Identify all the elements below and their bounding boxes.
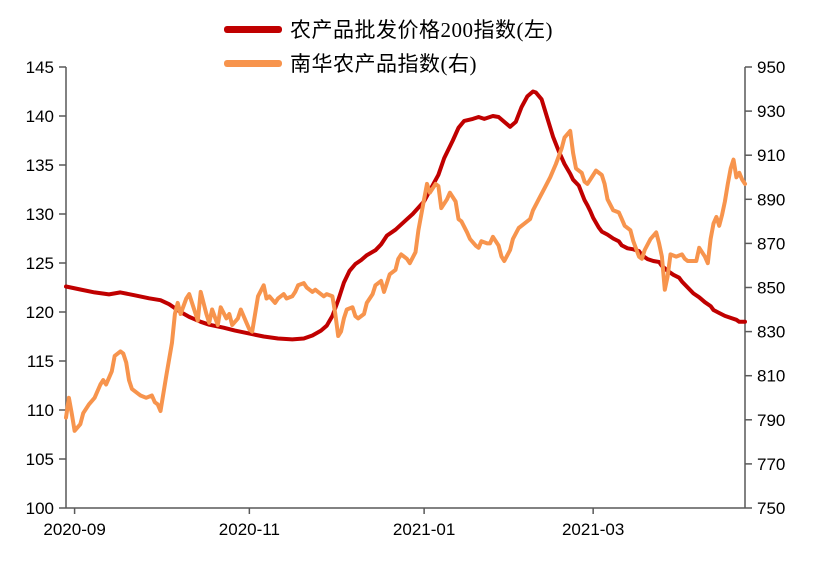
legend-line-swatch <box>224 59 282 67</box>
y-right-tick-label: 810 <box>757 367 785 386</box>
x-tick-label: 2020-09 <box>43 520 105 539</box>
legend-line-swatch <box>224 25 282 33</box>
y-right-tick-label: 930 <box>757 102 785 121</box>
y-left-tick-label: 120 <box>26 303 54 322</box>
y-right-tick-label: 950 <box>757 58 785 77</box>
x-tick-label: 2020-11 <box>219 520 280 539</box>
y-right-tick-label: 790 <box>757 411 785 430</box>
legend: 农产品批发价格200指数(左) 南华农产品指数(右) <box>224 12 553 80</box>
legend-item: 南华农产品指数(右) <box>224 46 553 80</box>
y-right-tick-label: 890 <box>757 190 785 209</box>
y-left-tick-label: 100 <box>26 499 54 518</box>
y-left-tick-label: 145 <box>26 58 54 77</box>
legend-label: 农产品批发价格200指数(左) <box>290 18 553 42</box>
legend-label: 南华农产品指数(右) <box>290 52 477 76</box>
y-left-tick-label: 125 <box>26 254 54 273</box>
y-left-tick-label: 105 <box>26 450 54 469</box>
y-right-tick-label: 830 <box>757 323 785 342</box>
y-left-tick-label: 135 <box>26 156 54 175</box>
y-left-tick-label: 130 <box>26 205 54 224</box>
y-right-tick-label: 910 <box>757 146 785 165</box>
x-tick-label: 2021-03 <box>562 520 624 539</box>
y-right-tick-label: 870 <box>757 234 785 253</box>
y-left-tick-label: 140 <box>26 107 54 126</box>
series-line-left <box>64 89 747 342</box>
series-line-right <box>64 128 747 433</box>
y-right-tick-label: 850 <box>757 279 785 298</box>
y-left-tick-label: 110 <box>27 401 54 420</box>
x-tick-label: 2021-01 <box>393 520 455 539</box>
y-right-tick-label: 770 <box>757 455 785 474</box>
y-left-tick-label: 115 <box>27 352 54 371</box>
y-right-tick-label: 750 <box>757 499 785 518</box>
legend-item: 农产品批发价格200指数(左) <box>224 12 553 46</box>
